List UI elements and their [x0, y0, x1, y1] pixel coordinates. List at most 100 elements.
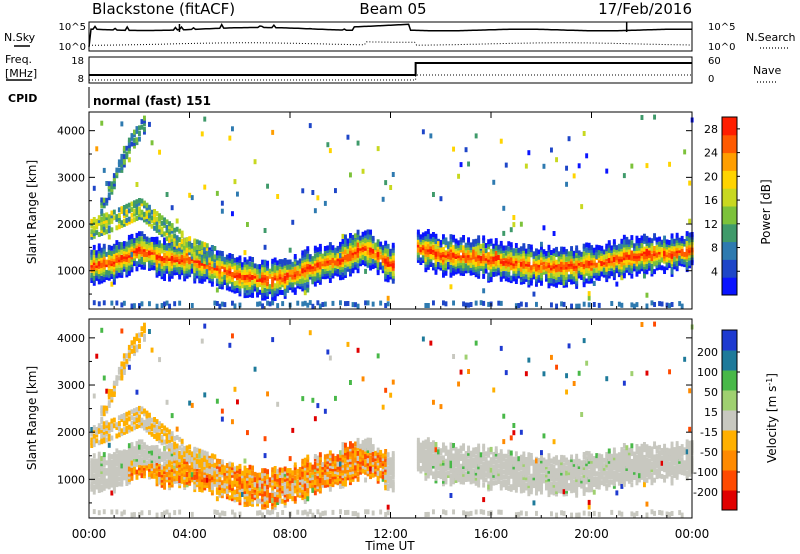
velocity-cell — [283, 479, 287, 485]
power-cell — [507, 269, 511, 275]
power-cell — [143, 121, 146, 127]
velocity-cell — [127, 344, 131, 350]
power-cell — [97, 246, 101, 251]
velocity-cell — [165, 435, 169, 441]
velocity-cell — [183, 466, 187, 472]
velocity-cell — [301, 458, 305, 464]
power-cell — [339, 270, 342, 276]
power-cell — [685, 254, 689, 260]
power-cell — [670, 248, 674, 254]
velocity-cell — [120, 328, 124, 334]
power-cell — [168, 235, 172, 241]
power-cell — [175, 249, 179, 255]
velocity-cell — [92, 474, 96, 479]
power-cell — [655, 250, 659, 256]
velocity-cell — [122, 367, 126, 373]
power-cell — [633, 243, 636, 249]
power-cell — [248, 274, 252, 280]
power-cell — [663, 240, 667, 246]
power-cell — [416, 239, 420, 245]
power-cell — [243, 272, 247, 278]
velocity-cell — [102, 472, 106, 478]
velocity-cell — [331, 482, 335, 488]
velocity-cell — [316, 476, 320, 482]
power-cell — [509, 249, 513, 255]
power-cell — [650, 269, 654, 274]
power-cell — [650, 238, 654, 244]
velocity-cell — [238, 466, 242, 472]
power-cell — [92, 233, 96, 239]
power-cell — [560, 254, 564, 260]
power-cell — [354, 236, 358, 242]
power-colorbar-frame — [721, 116, 738, 296]
power-cell — [474, 249, 478, 255]
velocity-cell — [203, 477, 207, 483]
power-cell — [100, 278, 104, 284]
power-cell — [565, 269, 569, 275]
power-cell — [155, 211, 159, 217]
velocity-cell — [263, 473, 267, 479]
power-cell — [334, 188, 337, 194]
power-cell — [334, 252, 337, 258]
velocity-cell — [165, 399, 169, 405]
velocity-cell — [127, 356, 131, 362]
velocity-cell — [311, 467, 315, 473]
power-cell — [110, 227, 114, 233]
power-cell — [97, 243, 101, 249]
velocity-cell — [127, 443, 131, 449]
power-cell — [273, 265, 277, 271]
power-cell — [133, 217, 136, 223]
velocity-cell — [143, 328, 146, 334]
power-cell — [514, 276, 518, 282]
velocity-cell — [251, 494, 255, 499]
power-cell — [233, 257, 237, 263]
velocity-cell — [148, 466, 151, 472]
power-cell — [170, 228, 174, 234]
velocity-cell — [102, 475, 106, 481]
power-cell — [562, 254, 566, 260]
velocity-cell — [122, 421, 126, 427]
velocity-cell — [155, 447, 159, 453]
power-cell — [165, 225, 169, 230]
power-cell — [120, 156, 124, 162]
power-cell — [474, 246, 478, 252]
power-cell — [276, 194, 280, 199]
power-cell — [550, 260, 553, 266]
power-cell — [369, 237, 373, 243]
power-cell — [359, 235, 363, 241]
velocity-cell — [218, 479, 222, 485]
power-cell — [153, 214, 157, 220]
power-cell — [658, 264, 662, 270]
power-cell — [570, 266, 574, 272]
velocity-cell — [148, 418, 151, 424]
velocity-cell — [248, 472, 252, 478]
power-cell — [524, 274, 528, 280]
power-cell — [585, 153, 589, 159]
power-cell — [685, 262, 689, 267]
velocity-cell — [236, 483, 239, 489]
power-cell — [122, 159, 126, 165]
velocity-cell — [276, 494, 280, 500]
power-cell — [622, 263, 626, 268]
velocity-cell — [122, 475, 126, 481]
power-cell — [143, 211, 146, 217]
power-cell — [532, 291, 536, 297]
power-cell — [376, 257, 380, 263]
power-cell — [356, 140, 360, 146]
power-cell — [100, 211, 104, 217]
power-cell — [122, 264, 126, 270]
power-cell — [449, 259, 453, 265]
velocity-cell — [349, 454, 352, 460]
velocity-cell — [168, 485, 172, 491]
power-cell — [384, 303, 388, 308]
power-cell — [173, 239, 177, 244]
velocity-cell — [120, 428, 124, 434]
velocity-cell — [183, 469, 187, 475]
velocity-cell — [256, 496, 260, 502]
power-cell — [256, 264, 260, 270]
power-cell — [251, 257, 255, 262]
velocity-cell — [238, 471, 242, 477]
velocity-cell — [349, 474, 352, 480]
power-cell — [351, 258, 355, 263]
power-cell — [175, 264, 179, 270]
